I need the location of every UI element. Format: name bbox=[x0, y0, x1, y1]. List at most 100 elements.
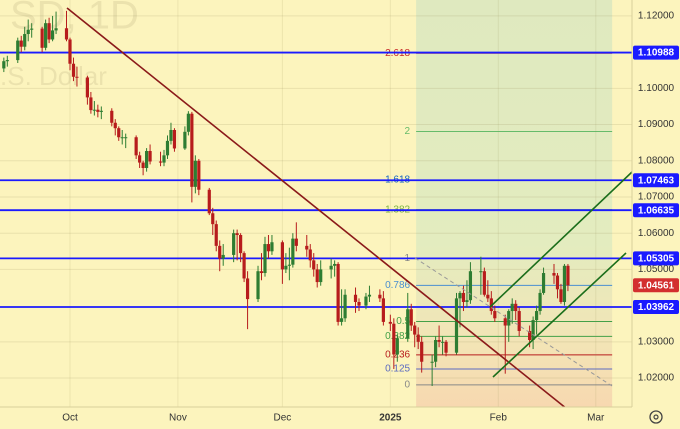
candle-body bbox=[294, 238, 298, 246]
candle-body bbox=[562, 265, 567, 302]
x-tick-label: 2025 bbox=[379, 413, 402, 424]
level-tag-label: 1.03962 bbox=[638, 302, 675, 313]
fib-level-label: 0.236 bbox=[385, 349, 410, 360]
candle-body bbox=[158, 161, 163, 163]
candle-body bbox=[266, 244, 271, 252]
candle-body bbox=[245, 278, 250, 300]
candle-body bbox=[120, 137, 124, 139]
level-tag bbox=[633, 203, 679, 218]
candle-body bbox=[68, 39, 72, 64]
y-tick-label: 1.06000 bbox=[638, 228, 675, 239]
candle-body bbox=[162, 155, 166, 163]
candle-body bbox=[235, 233, 239, 236]
candle-body bbox=[552, 273, 556, 276]
settings-button[interactable] bbox=[649, 410, 663, 424]
y-tick-label: 1.10000 bbox=[638, 83, 675, 94]
candle-body bbox=[144, 150, 149, 169]
candle-body bbox=[138, 155, 142, 163]
candle-body bbox=[413, 325, 417, 335]
candle-body bbox=[85, 77, 90, 98]
candle-body bbox=[259, 271, 264, 274]
candle-body bbox=[541, 273, 546, 293]
candle-body bbox=[190, 113, 194, 187]
candle-body bbox=[284, 265, 288, 270]
candle-body bbox=[186, 113, 190, 132]
candle-body bbox=[534, 311, 539, 321]
candle-body bbox=[343, 294, 347, 319]
candle-body bbox=[141, 162, 145, 169]
candle-body bbox=[503, 318, 507, 326]
candle-body bbox=[454, 298, 459, 353]
level-tag-label: 1.06635 bbox=[638, 205, 675, 216]
fib-level-label: 0.382 bbox=[385, 331, 410, 342]
watermark-text: .S. Dollar bbox=[0, 61, 107, 91]
candle-body bbox=[64, 28, 69, 40]
candle-body bbox=[16, 40, 20, 61]
candle-body bbox=[305, 245, 309, 250]
candle-body bbox=[50, 30, 55, 40]
candle-body bbox=[280, 242, 284, 270]
candle-body bbox=[207, 189, 211, 214]
candle-body bbox=[357, 301, 361, 306]
candle-body bbox=[19, 40, 23, 47]
gear-icon-center bbox=[653, 414, 659, 420]
y-tick-label: 1.12000 bbox=[638, 11, 675, 22]
candle-body bbox=[395, 338, 399, 355]
candle-body bbox=[507, 311, 511, 326]
candle-body bbox=[479, 271, 483, 273]
gear-icon[interactable] bbox=[649, 410, 663, 424]
candle-body bbox=[44, 23, 48, 48]
level-tag bbox=[633, 299, 679, 314]
candle-body bbox=[406, 309, 410, 339]
candle-body bbox=[270, 242, 274, 252]
level-tag-label: 1.05305 bbox=[638, 253, 675, 264]
candle-body bbox=[312, 260, 316, 270]
level-tag bbox=[633, 173, 679, 188]
candle-body bbox=[353, 294, 358, 302]
candle-body bbox=[75, 76, 79, 78]
candle-body bbox=[465, 300, 469, 302]
candle-body bbox=[54, 28, 58, 31]
drawings bbox=[66, 7, 632, 407]
last-price-label: 1.04561 bbox=[638, 280, 675, 291]
candle-body bbox=[134, 137, 138, 156]
candle-body bbox=[555, 275, 560, 290]
candle-body bbox=[486, 294, 490, 299]
candle-body bbox=[239, 235, 243, 254]
candle-body bbox=[566, 265, 570, 286]
candle-body bbox=[392, 323, 396, 355]
candle-body bbox=[96, 109, 100, 112]
candle-body bbox=[538, 292, 542, 312]
fib-zone-fill bbox=[416, 0, 613, 407]
candle-body bbox=[110, 110, 114, 123]
levels bbox=[0, 51, 632, 308]
candle-body bbox=[458, 292, 462, 299]
candle-body bbox=[339, 318, 344, 322]
candle-body bbox=[315, 269, 319, 283]
candle-body bbox=[214, 224, 218, 246]
candle-body bbox=[172, 129, 177, 149]
fib-level-label: 0.5 bbox=[396, 316, 410, 327]
candle-body bbox=[165, 140, 170, 156]
candle-body bbox=[169, 129, 173, 141]
candle-body bbox=[291, 238, 295, 265]
candle-body bbox=[329, 265, 333, 270]
candle-body bbox=[211, 213, 215, 225]
candle-body bbox=[378, 294, 382, 299]
candle-body bbox=[440, 341, 445, 343]
candle-body bbox=[99, 110, 103, 112]
candle-body bbox=[26, 29, 30, 35]
candle-body bbox=[528, 330, 532, 341]
candle-body bbox=[461, 292, 466, 302]
channel-upper bbox=[489, 171, 632, 308]
candle-body bbox=[92, 109, 96, 111]
candle-body bbox=[430, 361, 434, 363]
candle-body bbox=[183, 131, 187, 149]
x-tick-label: Mar bbox=[587, 413, 605, 424]
x-tick-label: Nov bbox=[169, 413, 187, 424]
candle-body bbox=[117, 128, 121, 138]
candle-body bbox=[319, 269, 323, 283]
candle-body bbox=[263, 244, 267, 274]
candle-body bbox=[218, 245, 222, 259]
